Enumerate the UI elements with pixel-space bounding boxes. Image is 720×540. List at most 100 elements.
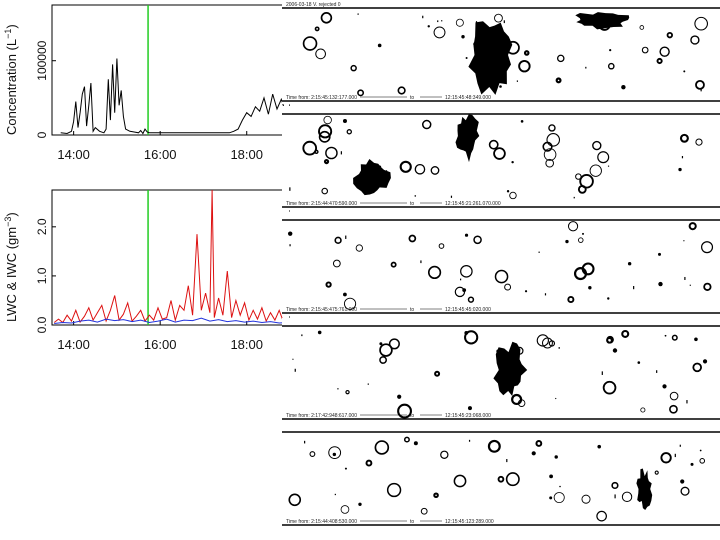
concentration-chart: Concentration (L−1) 0 100000 14:00 16:00 18… [3, 4, 290, 162]
particle-strip: 2006-03-18 V. rejected 0 Time from: 2:15:… [282, 0, 720, 104]
droplet-ring [694, 16, 708, 31]
series-line-lwc [53, 189, 290, 324]
particle-fragment [304, 440, 306, 444]
droplet-ring [581, 262, 595, 276]
concentration-ylabel: Concentration (L−1) [3, 24, 19, 135]
particle-fragment [422, 15, 424, 19]
droplet-dot [379, 342, 383, 346]
particle-fragment [689, 284, 691, 286]
droplet-ring [578, 237, 584, 243]
droplet-ring [494, 269, 509, 284]
droplet-ring [553, 492, 565, 504]
y-tick-label: 1.0 [35, 267, 49, 284]
x-tick-label: 18:00 [230, 337, 263, 352]
droplet-ring [386, 482, 402, 498]
droplet-ring [433, 492, 439, 499]
droplet-ring [346, 129, 352, 135]
particle-fragment [684, 276, 686, 280]
droplet-ring [703, 282, 712, 291]
droplet-ring [567, 221, 579, 232]
particle-fragment [700, 88, 702, 92]
particle-fragment [289, 187, 291, 191]
droplet-ring [487, 439, 501, 453]
droplet-ring [690, 35, 700, 45]
droplet-ring [589, 164, 602, 177]
droplet-dot [287, 231, 293, 236]
x-tick-label: 18:00 [230, 147, 263, 162]
droplet-ring [621, 491, 633, 503]
droplet-ring [621, 329, 630, 338]
particle-fragment [506, 459, 508, 463]
droplet-ring [556, 54, 565, 63]
particle-fragment [437, 20, 439, 23]
droplet-dot [678, 167, 682, 172]
droplet-dot [588, 286, 592, 290]
droplet-dot [520, 120, 524, 123]
x-tick-label: 14:00 [57, 337, 90, 352]
particle-fragment [679, 444, 681, 447]
droplet-ring [509, 191, 517, 200]
droplet-dot [427, 25, 430, 28]
droplet-ring [639, 25, 645, 30]
droplet-ring [314, 149, 319, 155]
droplet-ring [374, 440, 390, 455]
droplet-dot [377, 43, 382, 48]
droplet-ring [535, 440, 543, 447]
droplet-ring [340, 505, 350, 514]
ice-crystal-image [455, 114, 480, 163]
droplet-ring [518, 59, 531, 73]
droplet-ring [602, 380, 617, 395]
strip-time-end: 12:15:45:23:068.000 [445, 413, 491, 419]
strip-time-end: 12:15:45:48:349.000 [445, 95, 491, 101]
droplet-ring [379, 343, 393, 357]
droplet-dot [664, 334, 667, 337]
particle-fragment [585, 66, 587, 69]
droplet-ring [345, 389, 350, 395]
droplet-ring [355, 244, 363, 252]
droplet-ring [577, 185, 587, 194]
ice-crystal-image [468, 21, 513, 95]
droplet-ring [430, 166, 440, 175]
droplet-ring [433, 26, 446, 39]
droplet-dot [683, 240, 685, 242]
particle-fragment [340, 151, 342, 155]
strip-time-end: 12:15:45:21:261.070.000 [445, 201, 501, 207]
particle-fragment [544, 293, 547, 296]
droplet-ring [314, 26, 320, 32]
particle-fragment [601, 371, 603, 375]
droplet-dot [357, 13, 359, 15]
droplet-dot [609, 49, 612, 52]
droplet-ring [611, 481, 619, 490]
particle-fragment [614, 494, 616, 499]
droplet-dot [637, 361, 641, 364]
ice-crystal-image [353, 159, 391, 196]
particle-fragment [674, 453, 676, 458]
droplet-ring [654, 470, 659, 475]
droplet-ring [680, 486, 690, 496]
droplet-ring [321, 187, 329, 195]
particle-fragment [294, 368, 296, 372]
droplet-ring [434, 370, 441, 377]
particle-fragment [607, 165, 610, 167]
particle-fragment [450, 195, 453, 198]
particle-fragment [686, 400, 688, 404]
droplet-ring [438, 243, 445, 249]
droplet-dot [549, 474, 553, 479]
droplet-ring [548, 124, 556, 132]
droplet-ring [523, 50, 530, 56]
droplet-ring [581, 494, 591, 504]
droplet-dot [461, 35, 465, 39]
strip-time-to: to [410, 413, 414, 419]
strip-time-from: Time from: 2:15:44:470:590.000 [286, 201, 357, 207]
water-content-plot-frame [51, 189, 290, 326]
droplet-ring [350, 64, 357, 72]
droplet-ring [592, 140, 602, 151]
droplet-dot [506, 190, 510, 193]
droplet-dot [344, 467, 347, 470]
droplet-ring [596, 510, 607, 522]
strip-time-to: to [410, 307, 414, 313]
droplet-dot [683, 70, 686, 73]
droplet-ring [688, 222, 697, 231]
water-content-ylabel: LWC & IWC (gm−3) [3, 212, 19, 322]
droplet-ring [334, 236, 342, 244]
